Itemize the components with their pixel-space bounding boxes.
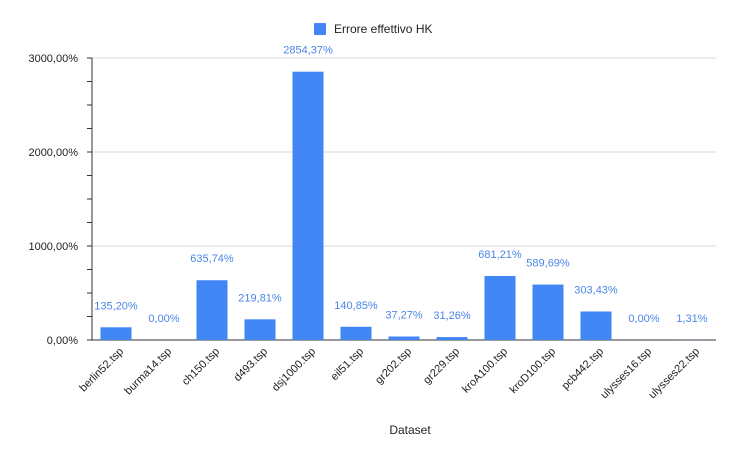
- data-label: 589,69%: [526, 258, 570, 270]
- data-label: 37,27%: [385, 309, 423, 321]
- x-tick-label: pcb442.tsp: [560, 346, 607, 393]
- legend-entry: Errore effettivo HK: [334, 22, 432, 36]
- x-tick-label: d493.tsp: [232, 346, 270, 384]
- bar: [293, 72, 324, 340]
- bar: [101, 327, 132, 340]
- data-label: 1,31%: [676, 313, 707, 325]
- x-axis-title: Dataset: [389, 423, 431, 437]
- bar: [581, 311, 612, 340]
- y-tick-label: 3000,00%: [28, 53, 78, 65]
- bar: [485, 276, 516, 340]
- x-tick-label: eil51.tsp: [329, 346, 366, 383]
- data-labels: 135,20% 0,00% 635,74% 219,81% 2854,37% 140,85…: [94, 45, 708, 325]
- data-label: 635,74%: [190, 253, 234, 265]
- y-tick-label: 1000,00%: [28, 241, 78, 253]
- gridlines: [92, 58, 716, 340]
- bar: [437, 337, 468, 340]
- data-label: 31,26%: [433, 310, 471, 322]
- bar: [245, 319, 276, 340]
- x-tick-label: ch150.tsp: [180, 346, 222, 388]
- x-tick-label: dsj1000.tsp: [270, 346, 318, 394]
- data-label: 0,00%: [148, 313, 179, 325]
- x-tick-label: kroA100.tsp: [460, 346, 510, 396]
- bar: [389, 336, 420, 340]
- bar: [341, 327, 372, 340]
- legend: Errore effettivo HK: [314, 22, 432, 36]
- data-label: 2854,37%: [283, 45, 333, 57]
- data-label: 219,81%: [238, 292, 282, 304]
- x-tick-label: kroD100.tsp: [508, 346, 558, 396]
- x-tick-label: berlin52.tsp: [77, 346, 126, 395]
- y-tick-label: 0,00%: [47, 335, 78, 347]
- bar: [197, 280, 228, 340]
- data-label: 135,20%: [94, 300, 138, 312]
- bars: [101, 72, 708, 340]
- x-tick-label: gr202.tsp: [373, 346, 414, 387]
- x-tick-label: burma14.tsp: [122, 346, 174, 398]
- x-tick-label: gr229.tsp: [421, 346, 462, 387]
- x-tick-label: ulysses22.tsp: [647, 346, 703, 402]
- data-label: 140,85%: [334, 300, 378, 312]
- y-axis: 0,00% 1000,00% 2000,00% 3000,00%: [28, 53, 92, 347]
- bar: [533, 285, 564, 340]
- legend-swatch: [314, 23, 326, 35]
- data-label: 681,21%: [478, 249, 522, 261]
- y-tick-label: 2000,00%: [28, 147, 78, 159]
- data-label: 303,43%: [574, 284, 618, 296]
- data-label: 0,00%: [628, 313, 659, 325]
